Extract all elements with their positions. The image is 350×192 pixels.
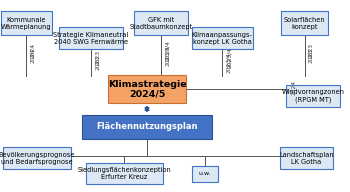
FancyBboxPatch shape bbox=[2, 147, 71, 170]
Text: 2023: 2023 bbox=[309, 43, 314, 58]
Text: Klimaanpassungs-
konzept LK Gotha: Klimaanpassungs- konzept LK Gotha bbox=[192, 32, 253, 45]
FancyBboxPatch shape bbox=[82, 115, 212, 139]
FancyBboxPatch shape bbox=[1, 11, 52, 35]
Text: Flächennutzungsplan: Flächennutzungsplan bbox=[96, 122, 198, 131]
Text: Solarflächen
konzept: Solarflächen konzept bbox=[284, 17, 325, 30]
FancyBboxPatch shape bbox=[86, 163, 163, 184]
FancyBboxPatch shape bbox=[281, 11, 328, 35]
Text: Windvorrangzonen
(RPGM MT): Windvorrangzonen (RPGM MT) bbox=[282, 89, 345, 103]
FancyBboxPatch shape bbox=[134, 11, 188, 35]
FancyBboxPatch shape bbox=[192, 27, 253, 50]
Text: Klimastrategie
2024/5: Klimastrategie 2024/5 bbox=[108, 79, 186, 99]
FancyBboxPatch shape bbox=[280, 147, 332, 170]
Text: 2023/4: 2023/4 bbox=[166, 40, 170, 60]
Text: Strategie Klimaneutral
2040 SWG Fernwärme: Strategie Klimaneutral 2040 SWG Fernwärm… bbox=[53, 32, 129, 45]
Text: 2023/4: 2023/4 bbox=[227, 47, 232, 68]
Text: 2024: 2024 bbox=[30, 48, 35, 63]
Text: 2023: 2023 bbox=[95, 55, 100, 70]
Text: u.w.: u.w. bbox=[198, 171, 211, 176]
Text: 2023/4: 2023/4 bbox=[226, 52, 231, 73]
Text: Bevölkerungsprognose
und Bedarfsprognose: Bevölkerungsprognose und Bedarfsprognose bbox=[0, 152, 75, 165]
Text: 2023: 2023 bbox=[309, 48, 314, 63]
Text: GFK mit
Stadtbaumkonzept: GFK mit Stadtbaumkonzept bbox=[130, 17, 192, 30]
Text: Kommunale
Wärmeplanung: Kommunale Wärmeplanung bbox=[1, 17, 51, 30]
FancyBboxPatch shape bbox=[286, 85, 340, 107]
FancyBboxPatch shape bbox=[108, 75, 186, 103]
Text: Landschaftsplan
LK Gotha: Landschaftsplan LK Gotha bbox=[279, 152, 334, 165]
Text: 2023/4: 2023/4 bbox=[165, 45, 170, 66]
Text: Siedlungsflächenkonzeption
Erfurter Kreuz: Siedlungsflächenkonzeption Erfurter Kreu… bbox=[77, 167, 171, 180]
Text: 2024: 2024 bbox=[31, 43, 36, 58]
Text: 2023: 2023 bbox=[96, 50, 100, 65]
FancyBboxPatch shape bbox=[192, 166, 218, 182]
Text: 2024: 2024 bbox=[292, 80, 297, 95]
FancyBboxPatch shape bbox=[59, 27, 124, 50]
